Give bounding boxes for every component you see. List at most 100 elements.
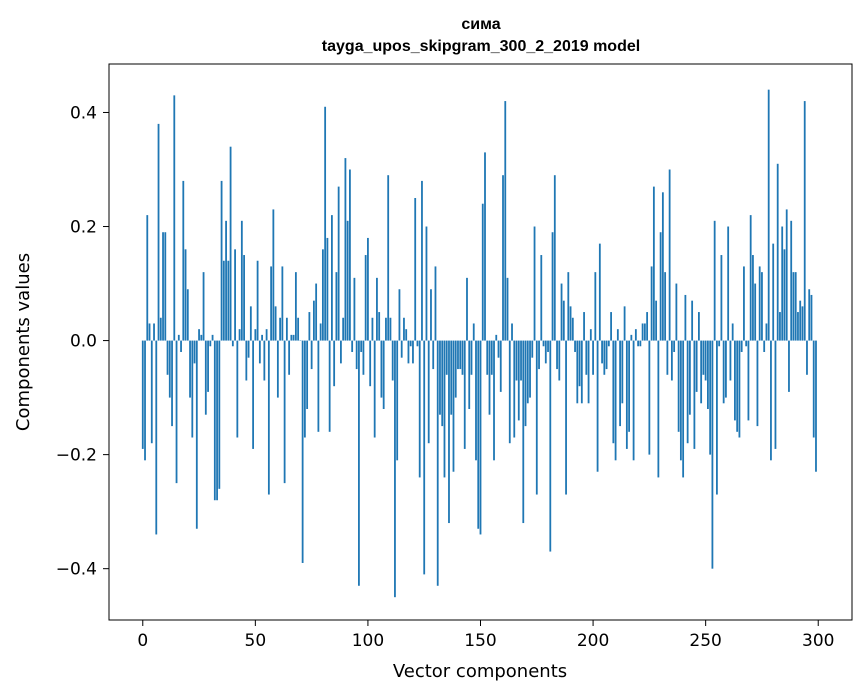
bar bbox=[436, 340, 439, 586]
bar bbox=[794, 272, 797, 341]
bar bbox=[283, 340, 286, 484]
bar bbox=[382, 340, 385, 409]
bar bbox=[146, 215, 149, 341]
bar bbox=[650, 266, 653, 341]
bar bbox=[162, 232, 164, 341]
bar bbox=[558, 340, 561, 381]
bar bbox=[515, 340, 518, 381]
bar bbox=[227, 260, 230, 341]
bar bbox=[727, 226, 730, 341]
bar bbox=[754, 283, 757, 341]
bar bbox=[448, 340, 450, 524]
bar bbox=[303, 340, 306, 438]
bar bbox=[407, 340, 410, 364]
bar bbox=[623, 306, 626, 341]
x-axis: 0 50 100 150 200 250 300 bbox=[137, 620, 834, 651]
bar bbox=[535, 340, 538, 495]
bar bbox=[454, 340, 457, 398]
bar bbox=[565, 340, 567, 495]
bar bbox=[722, 340, 725, 404]
bar bbox=[634, 329, 637, 341]
bar bbox=[526, 340, 529, 404]
bar bbox=[661, 192, 664, 341]
bar bbox=[247, 340, 250, 358]
bar bbox=[290, 334, 293, 341]
bar bbox=[376, 277, 378, 341]
chart-title: сима bbox=[461, 16, 500, 33]
bar bbox=[155, 340, 158, 535]
bar bbox=[711, 340, 714, 569]
bar bbox=[585, 340, 588, 375]
bar bbox=[630, 334, 633, 341]
bar bbox=[668, 169, 671, 341]
bar bbox=[380, 340, 383, 398]
bar bbox=[317, 340, 320, 432]
bar bbox=[466, 277, 468, 341]
bar bbox=[265, 329, 268, 341]
bar bbox=[416, 340, 419, 347]
bar bbox=[720, 255, 723, 341]
bar bbox=[432, 340, 435, 370]
bar bbox=[592, 340, 594, 375]
bar bbox=[648, 340, 651, 455]
bar bbox=[531, 340, 534, 358]
bar bbox=[157, 123, 160, 341]
x-tick-label: 0 bbox=[137, 631, 148, 651]
bar bbox=[207, 340, 209, 392]
bar bbox=[321, 249, 324, 341]
bar bbox=[191, 340, 194, 438]
bar bbox=[657, 340, 660, 478]
x-tick-label: 200 bbox=[577, 631, 609, 651]
bar bbox=[479, 340, 482, 535]
y-tick-label: −0.2 bbox=[56, 446, 97, 466]
bar bbox=[279, 317, 282, 341]
bar bbox=[234, 249, 236, 341]
bar bbox=[412, 340, 414, 364]
bar bbox=[434, 266, 437, 341]
bar bbox=[589, 329, 592, 341]
bar bbox=[398, 289, 401, 341]
bar bbox=[452, 340, 455, 472]
bar bbox=[256, 260, 259, 341]
bar bbox=[258, 340, 261, 364]
bar bbox=[643, 323, 646, 341]
bar bbox=[202, 272, 205, 341]
bar bbox=[231, 340, 234, 347]
bar bbox=[238, 329, 241, 341]
bar bbox=[698, 312, 700, 341]
bar bbox=[488, 340, 491, 415]
bar bbox=[263, 340, 266, 381]
bar bbox=[718, 340, 721, 347]
bar bbox=[198, 329, 200, 341]
bar bbox=[684, 294, 687, 341]
bar bbox=[177, 334, 180, 341]
bar bbox=[547, 340, 549, 352]
bar bbox=[646, 312, 649, 341]
bar bbox=[556, 340, 558, 370]
bar bbox=[551, 232, 554, 341]
bar bbox=[182, 180, 185, 341]
bar bbox=[502, 175, 504, 341]
bar bbox=[144, 340, 146, 461]
bar bbox=[538, 340, 540, 370]
bar bbox=[605, 340, 608, 370]
bar bbox=[450, 340, 453, 415]
bar bbox=[562, 300, 565, 341]
bar bbox=[209, 340, 212, 347]
bar bbox=[495, 334, 498, 341]
bar bbox=[499, 340, 502, 392]
bar bbox=[776, 163, 779, 341]
bar bbox=[616, 329, 619, 341]
bar bbox=[281, 266, 284, 341]
bar bbox=[353, 277, 356, 341]
bar bbox=[524, 340, 527, 427]
bar bbox=[587, 340, 590, 404]
x-tick-label: 300 bbox=[802, 631, 834, 651]
bar bbox=[328, 340, 331, 432]
bar bbox=[403, 317, 405, 341]
bar bbox=[803, 101, 806, 341]
bar bbox=[815, 340, 817, 472]
bar bbox=[333, 340, 336, 387]
bar bbox=[468, 340, 471, 409]
